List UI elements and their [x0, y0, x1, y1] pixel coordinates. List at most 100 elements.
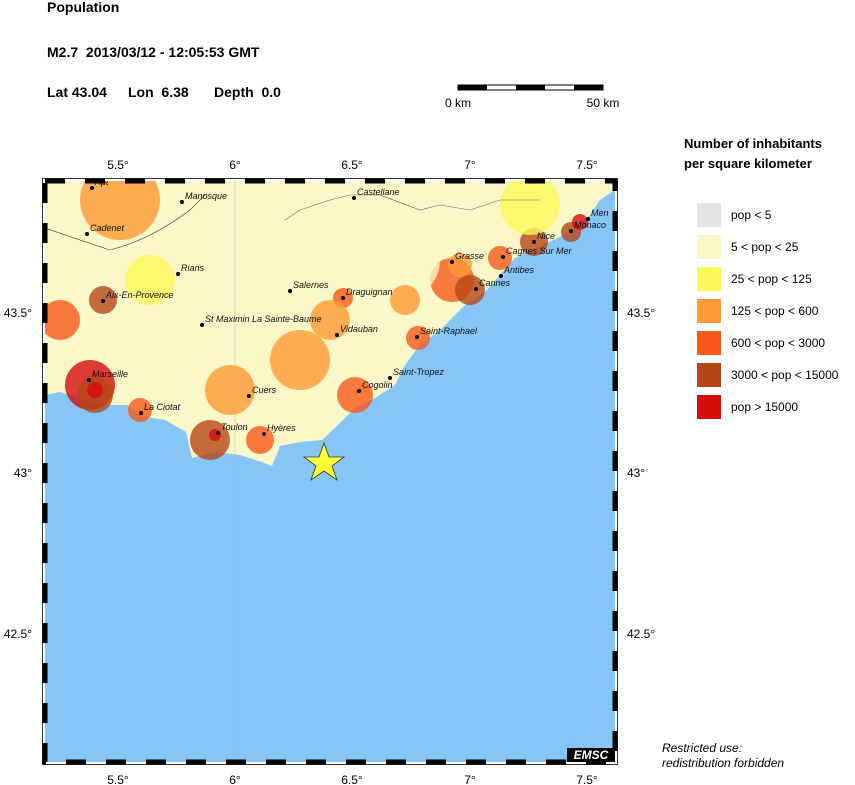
- scale-start: 0 km: [445, 96, 471, 110]
- city-label: Hyères: [267, 423, 296, 433]
- density-patch: [448, 253, 472, 277]
- city-dot: [216, 431, 220, 435]
- legend-label: 25 < pop < 125: [731, 272, 812, 286]
- city-dot: [200, 323, 204, 327]
- city-label: Grasse: [455, 251, 484, 261]
- density-patch: [45, 300, 80, 340]
- x-axis-label: 7°: [464, 773, 476, 785]
- frame: [42, 178, 618, 765]
- city-dot: [388, 376, 392, 380]
- city-label: Manosque: [185, 191, 227, 201]
- city-label: Saint-Tropez: [393, 367, 444, 377]
- density-patch: [209, 429, 221, 441]
- city-label: Cuers: [252, 385, 277, 395]
- city-label: Men: [591, 208, 609, 218]
- city-dot: [139, 411, 143, 415]
- city-dot: [90, 186, 94, 190]
- density-patch: [390, 285, 420, 315]
- legend-label: 5 < pop < 25: [731, 240, 799, 254]
- legend-label: 600 < pop < 3000: [731, 336, 825, 350]
- notice: Restricted use:: [662, 741, 742, 755]
- density-patch: [270, 330, 330, 390]
- city-dot: [499, 274, 503, 278]
- legend-swatch: [697, 395, 721, 419]
- density-patch: [125, 255, 175, 305]
- density-patch: [500, 181, 560, 235]
- x-axis-label: 7°: [464, 158, 476, 172]
- density-patch: [128, 398, 152, 422]
- city-dot: [288, 289, 292, 293]
- city-label: Cannes: [479, 278, 511, 288]
- badge-bg: [567, 748, 615, 762]
- city-label: Cadenet: [90, 223, 125, 233]
- y-axis-label: 43°: [14, 466, 32, 480]
- density-patch: [310, 300, 350, 340]
- city-dot: [341, 296, 345, 300]
- x-axis-label: 6.5°: [341, 773, 363, 785]
- city-label: Castellane: [357, 187, 400, 197]
- legend-label: pop > 15000: [731, 400, 798, 414]
- city-label: Apt: [94, 177, 109, 187]
- epicenter-star: [302, 441, 346, 482]
- density-patch: [190, 420, 230, 460]
- city-dot: [415, 335, 419, 339]
- density-patch: [488, 246, 512, 270]
- city-dot: [176, 272, 180, 276]
- x-axis-label: 5.5°: [107, 773, 129, 785]
- city-dot: [569, 229, 573, 233]
- city-label: Cagnes Sur Mer: [506, 246, 573, 256]
- city-dot: [85, 232, 89, 236]
- notice: redistribution forbidden: [662, 756, 784, 770]
- legend-title: per square kilometer: [684, 156, 812, 171]
- y-axis-label: 43°: [627, 466, 645, 480]
- city-dot: [474, 287, 478, 291]
- legend-title: Number of inhabitants: [684, 136, 822, 151]
- x-axis-label: 7.5°: [576, 773, 598, 785]
- city-label: Marseille: [92, 369, 128, 379]
- legend-swatch: [697, 331, 721, 355]
- density-patch: [150, 300, 210, 360]
- density-patch: [87, 382, 103, 398]
- title: Population: [47, 0, 119, 15]
- frame-dash: [42, 178, 618, 765]
- legend-label: pop < 5: [731, 208, 772, 222]
- city-dot: [352, 196, 356, 200]
- x-axis-label: 6°: [229, 158, 241, 172]
- y-axis-label: 42.5°: [627, 627, 655, 641]
- latitude: Lat 43.04: [47, 84, 107, 100]
- city-label: Aix-En-Provence: [105, 290, 174, 300]
- legend: pop < 5 5 < pop < 25 25 < pop < 125 125 < p…: [697, 203, 839, 419]
- city-label: Antibes: [503, 265, 535, 275]
- density-patch: [572, 214, 588, 230]
- density-patches: [45, 181, 588, 460]
- density-patch: [240, 190, 320, 270]
- scale-end: 50 km: [587, 96, 620, 110]
- city-label: Cogolin: [362, 380, 393, 390]
- city-label: Toulon: [221, 422, 248, 432]
- x-axis-label: 6°: [229, 773, 241, 785]
- badge: EMSC: [574, 748, 609, 762]
- axes: 5.5° 5.5° 6° 6° 6.5° 6.5° 7° 7° 7.5° 7.5° 43.5° 43.…: [4, 158, 656, 785]
- cities: Apt Manosque Cadenet Rians Salernes Castellan…: [85, 177, 609, 436]
- density-patch: [205, 365, 255, 415]
- y-axis-label: 43.5°: [627, 306, 655, 320]
- city-dot: [101, 299, 105, 303]
- city-label: Nice: [537, 231, 555, 241]
- city-label: Saint-Raphael: [420, 326, 478, 336]
- legend-label: 3000 < pop < 15000: [731, 368, 839, 382]
- x-axis-label: 7.5°: [576, 158, 598, 172]
- y-axis-label: 43.5°: [4, 306, 32, 320]
- city-label: Salernes: [293, 280, 329, 290]
- scale-bar: 0 km 50 km: [445, 84, 620, 110]
- city-label: St Maximin La Sainte-Baume: [205, 314, 322, 324]
- density-patch: [360, 220, 440, 300]
- city-dot: [450, 260, 454, 264]
- density-patch: [80, 181, 160, 240]
- longitude: Lon 6.38: [128, 84, 189, 100]
- city-dot: [262, 432, 266, 436]
- city-label: Draguignan: [346, 287, 393, 297]
- y-axis-label: 42.5°: [4, 627, 32, 641]
- legend-swatch: [697, 203, 721, 227]
- city-dot: [586, 217, 590, 221]
